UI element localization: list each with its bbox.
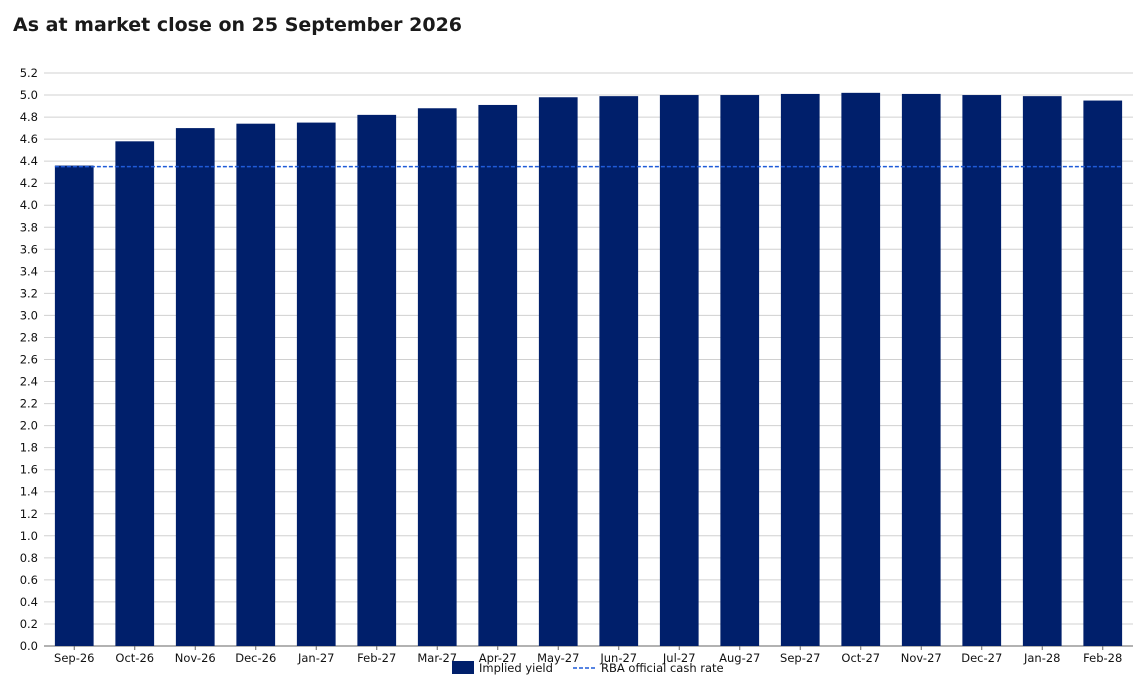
y-tick-label: 3.0 (20, 308, 38, 322)
x-tick-label: Dec-26 (235, 651, 276, 665)
bar-dec-26 (236, 123, 276, 646)
x-tick-label: Nov-26 (175, 651, 216, 665)
legend-label-cash-rate: RBA official cash rate (601, 661, 724, 675)
x-tick-label: Feb-27 (357, 651, 396, 665)
x-tick-label: Feb-28 (1083, 651, 1122, 665)
y-tick-label: 1.4 (20, 485, 38, 499)
bar-apr-27 (478, 104, 518, 647)
x-tick-label: Apr-27 (479, 651, 517, 665)
bars (54, 92, 1123, 647)
y-tick-label: 1.2 (20, 507, 38, 521)
bar-feb-27 (357, 114, 397, 647)
y-tick-label: 2.4 (20, 375, 38, 389)
legend-label-implied-yield: Implied yield (479, 661, 553, 675)
x-tick-label: Jan-28 (1023, 651, 1061, 665)
bar-sep-26 (54, 165, 94, 647)
gridlines (44, 72, 1133, 647)
bar-nov-26 (175, 128, 215, 646)
y-tick-label: 3.4 (20, 264, 38, 278)
bar-aug-27 (720, 95, 760, 647)
x-tick-label: Oct-27 (841, 651, 880, 665)
y-tick-label: 2.0 (20, 419, 38, 433)
y-tick-label: 3.2 (20, 286, 38, 300)
y-tick-label: 2.8 (20, 330, 38, 344)
bar-may-27 (538, 97, 578, 646)
bar-feb-28 (1083, 100, 1123, 646)
x-tick-label: Sep-27 (780, 651, 820, 665)
bar-dec-27 (962, 95, 1002, 647)
y-tick-label: 3.8 (20, 220, 38, 234)
bar-jun-27 (599, 96, 639, 646)
x-tick-label: Mar-27 (417, 651, 457, 665)
y-tick-label: 0.8 (20, 551, 38, 565)
bar-oct-26 (115, 141, 155, 647)
bar-nov-27 (901, 93, 941, 647)
legend: Implied yield RBA official cash rate (452, 661, 724, 675)
y-tick-label: 4.0 (20, 198, 38, 212)
y-tick-label: 0.2 (20, 617, 38, 631)
bar-mar-27 (417, 108, 457, 646)
x-tick-label: Nov-27 (901, 651, 942, 665)
bar-sep-27 (780, 93, 820, 647)
bar-jan-28 (1022, 96, 1062, 646)
y-tick-label: 4.6 (20, 132, 38, 146)
bar-oct-27 (841, 92, 881, 647)
y-axis-ticks: 0.0 0.2 0.4 0.6 0.8 1.0 1.2 1.4 1.6 1.8 2.0 2.2 2.4 2… (20, 66, 38, 653)
x-tick-label: Dec-27 (961, 651, 1002, 665)
y-tick-label: 5.0 (20, 88, 38, 102)
x-tick-label: Oct-26 (115, 651, 154, 665)
bar-jan-27 (296, 122, 336, 646)
y-tick-label: 0.4 (20, 595, 38, 609)
y-tick-label: 3.6 (20, 242, 38, 256)
x-tick-label: Jul-27 (662, 651, 696, 665)
bar-jul-27 (659, 95, 699, 647)
x-tick-label: Jan-27 (297, 651, 335, 665)
y-tick-label: 2.6 (20, 353, 38, 367)
y-tick-label: 1.0 (20, 529, 38, 543)
y-tick-label: 4.4 (20, 154, 38, 168)
y-tick-label: 0.6 (20, 573, 38, 587)
y-tick-label: 1.6 (20, 463, 38, 477)
x-axis-ticks: Sep-26 Oct-26 Nov-26 Dec-26 Jan-27 Feb-27 Mar-… (54, 646, 1122, 665)
x-tick-label: Aug-27 (719, 651, 760, 665)
x-tick-label: Jun-27 (599, 651, 637, 665)
y-tick-label: 5.2 (20, 66, 38, 80)
legend-swatch-implied-yield (452, 661, 474, 674)
y-tick-label: 4.2 (20, 176, 38, 190)
y-tick-label: 1.8 (20, 441, 38, 455)
y-tick-label: 0.0 (20, 639, 38, 653)
x-tick-label: May-27 (537, 651, 579, 665)
x-tick-label: Sep-26 (54, 651, 94, 665)
chart-title: As at market close on 25 September 2026 (13, 14, 463, 36)
y-tick-label: 4.8 (20, 110, 38, 124)
y-tick-label: 2.2 (20, 397, 38, 411)
